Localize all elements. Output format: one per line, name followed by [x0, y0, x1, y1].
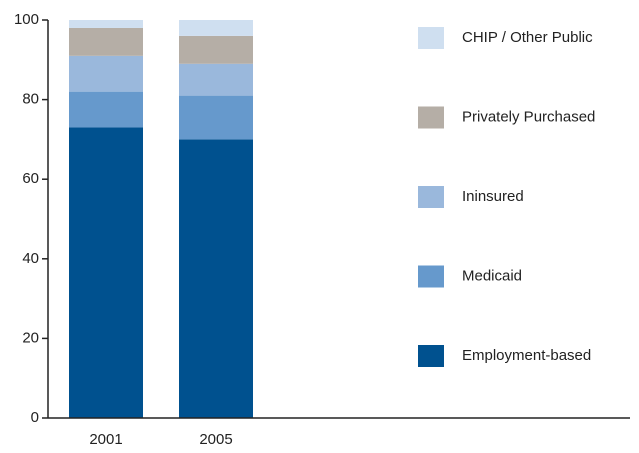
y-tick-label: 100: [14, 11, 39, 28]
legend-swatch: [418, 345, 444, 367]
legend-swatch: [418, 106, 444, 129]
y-tick-label: 80: [22, 91, 39, 108]
bar-segment: [69, 20, 143, 28]
legend-label: Employment-based: [462, 347, 591, 364]
y-tick-label: 20: [22, 329, 39, 346]
bar-segment: [69, 91, 143, 128]
bar-segment: [179, 20, 253, 36]
legend-label: Ininsured: [462, 188, 524, 205]
bar-segment: [179, 35, 253, 64]
legend-swatch: [418, 186, 444, 208]
legend-swatch: [418, 265, 444, 288]
bar-segment: [69, 27, 143, 56]
y-tick-label: 60: [22, 170, 39, 187]
legend-swatch: [418, 27, 444, 49]
bar-segment: [179, 63, 253, 96]
y-tick-label: 0: [31, 409, 39, 426]
legend-label: Privately Purchased: [462, 108, 595, 125]
bar-segment: [179, 139, 253, 418]
x-tick-label: 2001: [89, 431, 122, 448]
legend-label: CHIP / Other Public: [462, 29, 593, 46]
bar-segment: [69, 127, 143, 419]
y-tick-label: 40: [22, 250, 39, 267]
x-tick-label: 2005: [199, 431, 232, 448]
bar-segment: [69, 55, 143, 92]
bar-segment: [179, 95, 253, 140]
legend-label: Medicaid: [462, 267, 522, 284]
